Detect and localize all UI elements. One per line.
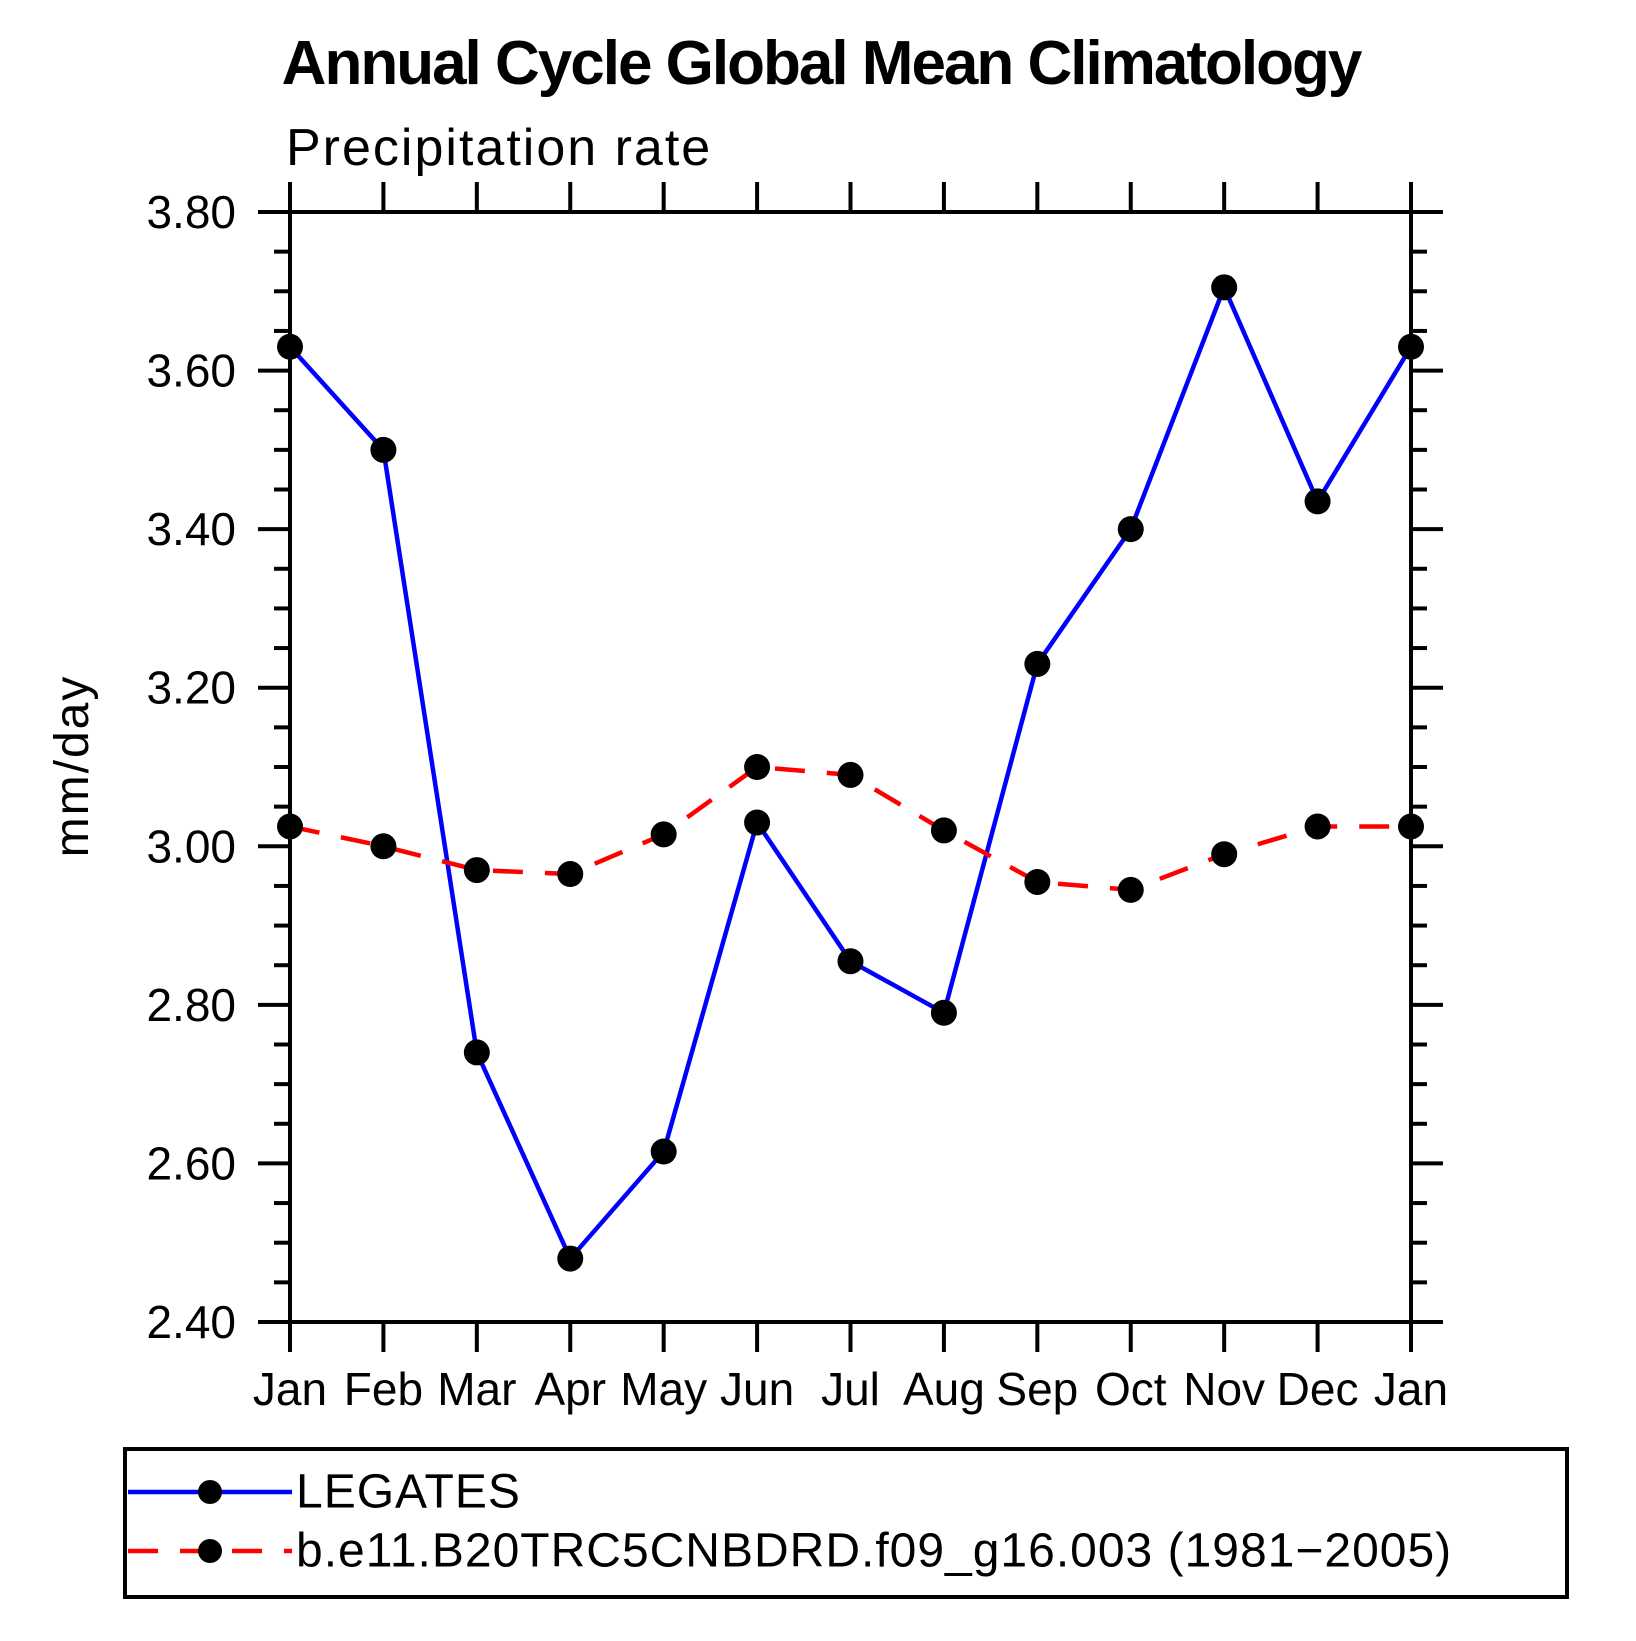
legend-label-legates: LEGATES bbox=[296, 1466, 521, 1519]
y-tick-label: 3.00 bbox=[146, 820, 236, 872]
series-layer bbox=[277, 274, 1424, 1272]
data-point-marker bbox=[650, 821, 677, 848]
legend-marker-legates bbox=[198, 1480, 222, 1504]
y-tick-label: 3.40 bbox=[146, 503, 236, 555]
legend-marker-model bbox=[198, 1539, 222, 1563]
data-point-marker bbox=[837, 761, 864, 788]
data-point-marker bbox=[1024, 650, 1051, 677]
data-point-marker bbox=[930, 999, 957, 1026]
x-tick-label: Apr bbox=[534, 1363, 606, 1415]
x-tick-label: Mar bbox=[437, 1363, 516, 1415]
y-tick-label: 2.60 bbox=[146, 1137, 236, 1189]
data-point-marker bbox=[463, 857, 490, 884]
data-point-marker bbox=[1117, 876, 1144, 903]
x-tick-label: Nov bbox=[1183, 1363, 1265, 1415]
legend-label-model: b.e11.B20TRC5CNBDRD.f09_g16.003 (1981−20… bbox=[296, 1525, 1452, 1578]
x-tick-label: Feb bbox=[344, 1363, 423, 1415]
data-point-marker bbox=[1304, 813, 1331, 840]
y-tick-label: 2.40 bbox=[146, 1296, 236, 1348]
data-point-marker bbox=[1398, 813, 1424, 840]
x-tick-label: Jul bbox=[821, 1363, 880, 1415]
legend-box bbox=[123, 1447, 1569, 1599]
data-point-marker bbox=[557, 861, 584, 888]
y-tick-label: 3.80 bbox=[146, 186, 236, 238]
axis-layer: 2.40 2.60 2.80 3.00 3.20 3.40 3.60 3.80 Jan Feb Ma… bbox=[146, 182, 1448, 1415]
data-point-marker bbox=[463, 1039, 490, 1066]
x-tick-label: Jan bbox=[1374, 1363, 1448, 1415]
x-tick-label: Dec bbox=[1277, 1363, 1359, 1415]
data-point-marker bbox=[277, 813, 303, 840]
x-tick-label: Aug bbox=[903, 1363, 985, 1415]
x-tick-label: Jun bbox=[720, 1363, 794, 1415]
data-point-marker bbox=[370, 833, 397, 860]
data-point-marker bbox=[1211, 274, 1238, 301]
x-tick-label: Sep bbox=[996, 1363, 1078, 1415]
y-axis-label: mm/day bbox=[46, 675, 99, 858]
data-point-marker bbox=[744, 754, 771, 780]
y-tick-label: 3.60 bbox=[146, 345, 236, 397]
chart-title: Annual Cycle Global Mean Climatology bbox=[282, 29, 1363, 98]
y-tick-label: 2.80 bbox=[146, 979, 236, 1031]
x-tick-label: May bbox=[620, 1363, 707, 1415]
data-point-marker bbox=[370, 436, 397, 463]
data-point-marker bbox=[1304, 488, 1331, 515]
x-tick-label: Oct bbox=[1095, 1363, 1167, 1415]
data-point-marker bbox=[1211, 841, 1238, 868]
legend: LEGATES b.e11.B20TRC5CNBDRD.f09_g16.003 … bbox=[123, 1447, 1569, 1599]
data-point-marker bbox=[1024, 868, 1051, 895]
data-point-marker bbox=[1117, 516, 1144, 543]
data-point-marker bbox=[744, 809, 771, 836]
data-point-marker bbox=[1398, 333, 1424, 360]
data-point-marker bbox=[650, 1138, 677, 1165]
data-point-marker bbox=[930, 817, 957, 844]
y-tick-label: 3.20 bbox=[146, 662, 236, 714]
data-point-marker bbox=[557, 1245, 584, 1272]
data-point-marker bbox=[837, 948, 864, 975]
data-point-marker bbox=[277, 333, 303, 360]
x-tick-label: Jan bbox=[253, 1363, 327, 1415]
chart-subtitle: Precipitation rate bbox=[286, 119, 712, 177]
